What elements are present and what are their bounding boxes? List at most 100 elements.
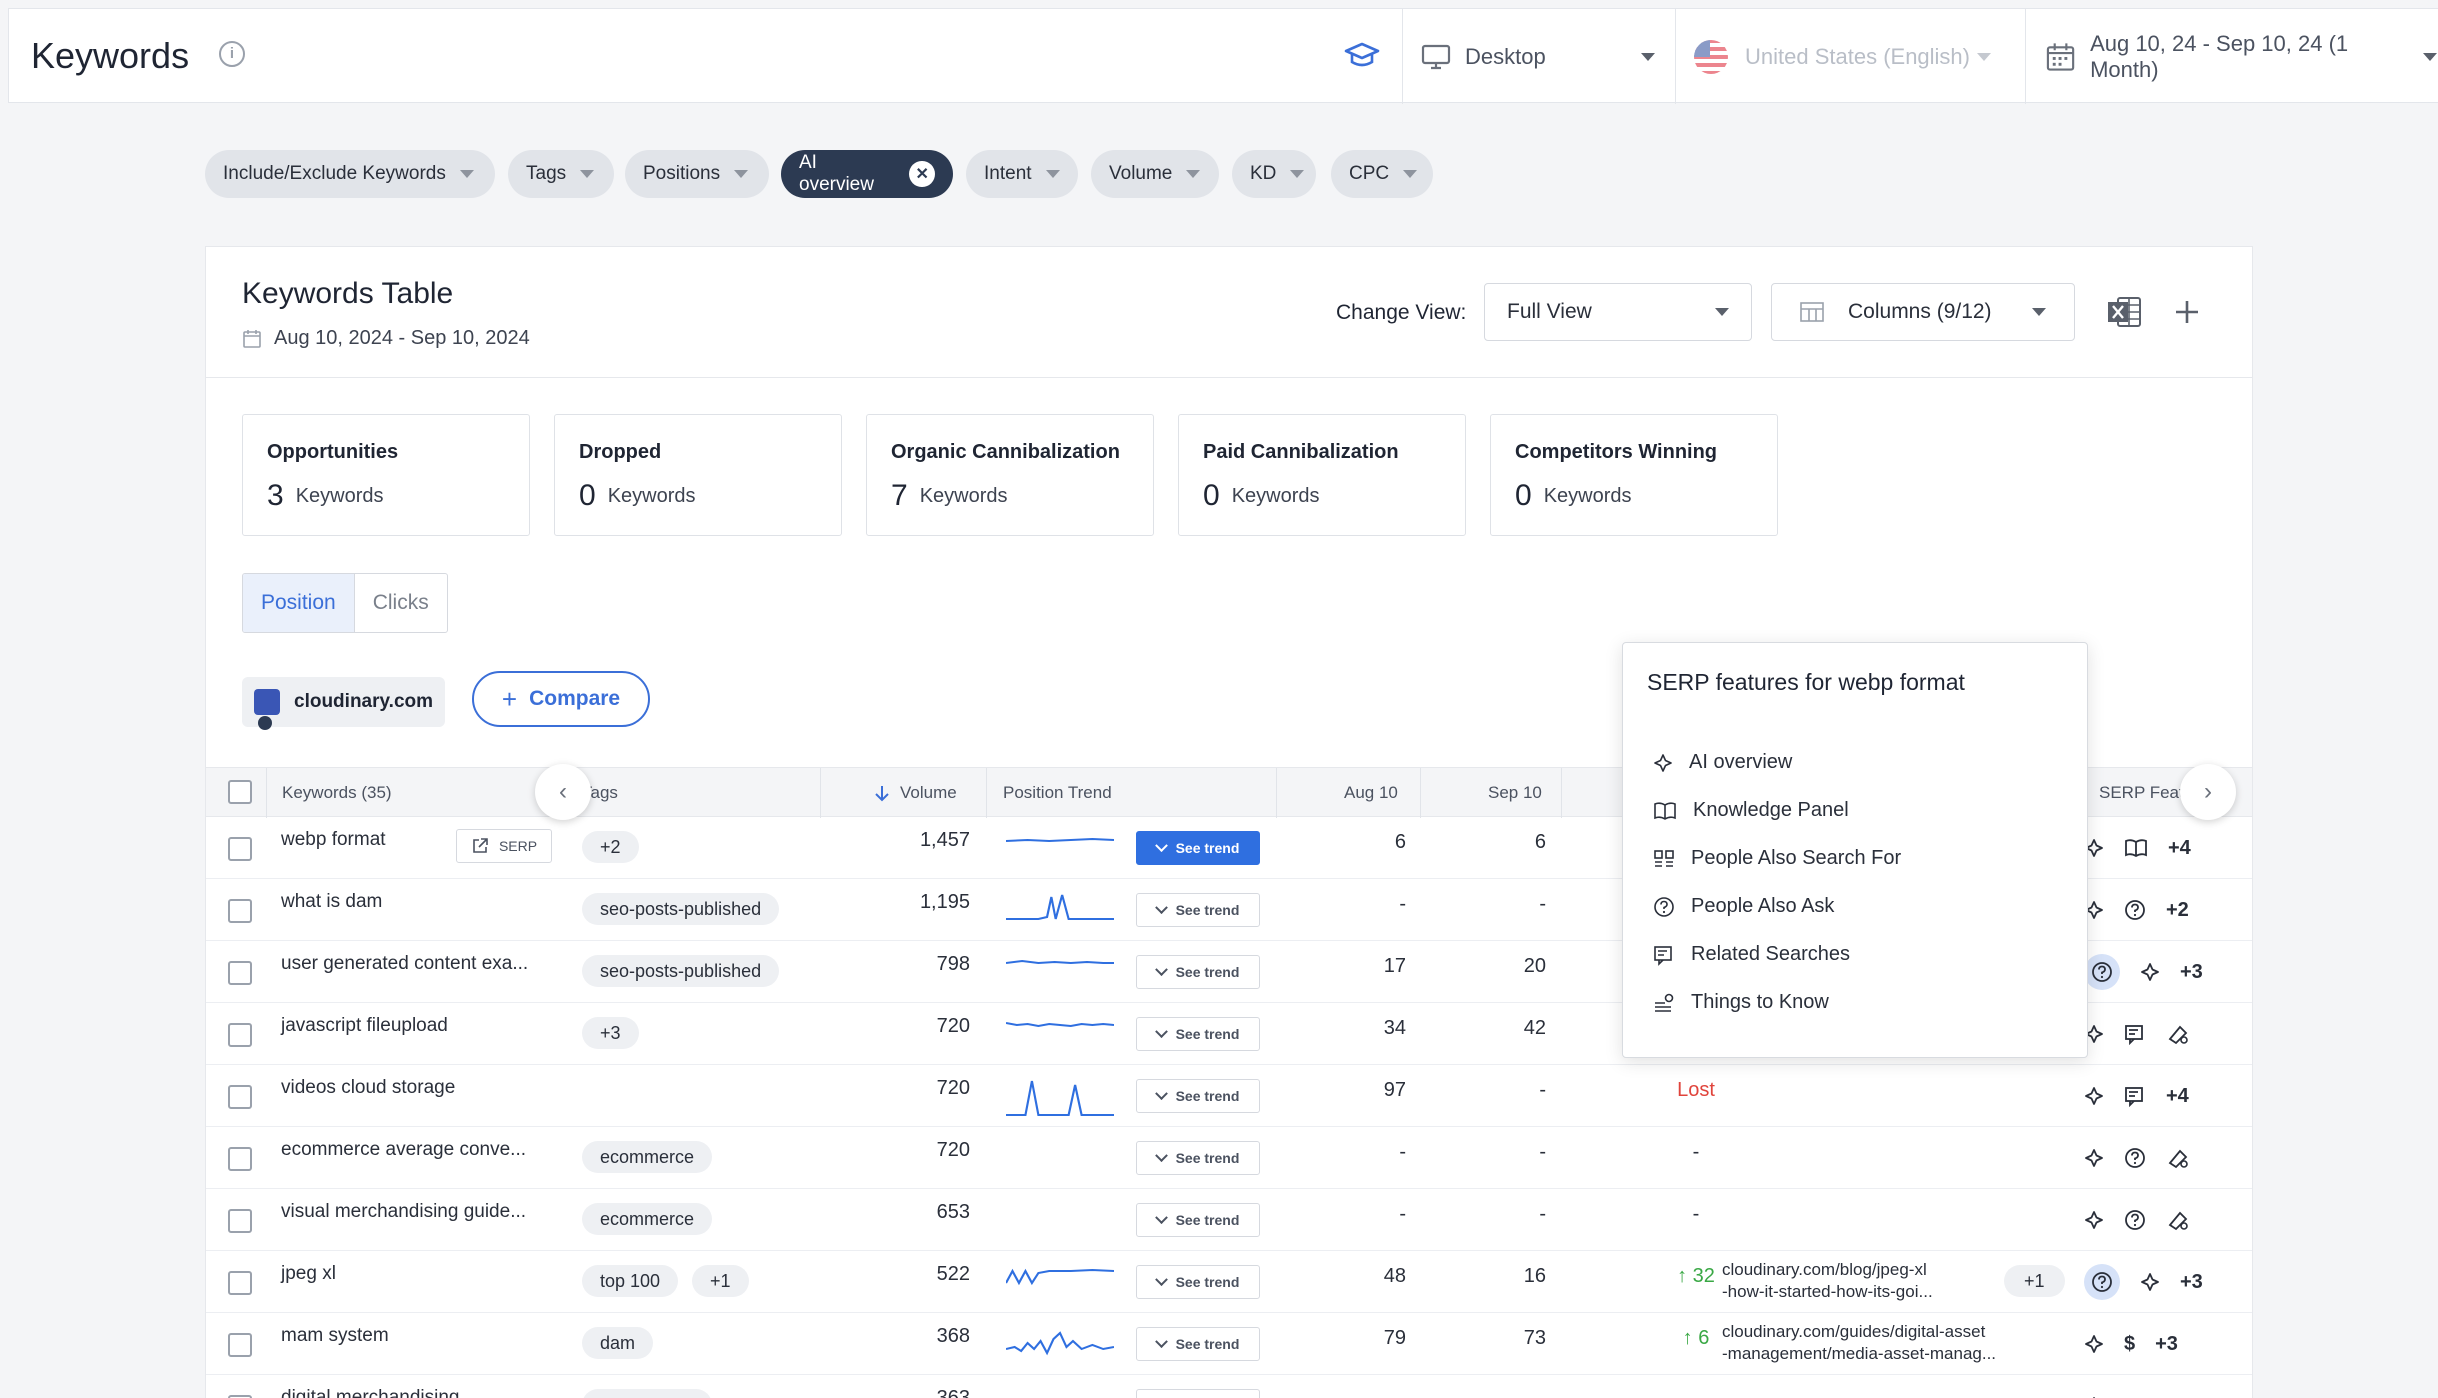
- serp-features-cell[interactable]: +4: [2084, 830, 2191, 866]
- table-row[interactable]: javascript fileupload +3 720 See trend 34 42: [206, 1003, 2252, 1065]
- keyword-text[interactable]: what is dam: [281, 891, 383, 912]
- tag-chip[interactable]: +3: [582, 1017, 639, 1049]
- keyword-text[interactable]: ecommerce average conve...: [281, 1139, 527, 1160]
- col-keywords[interactable]: Keywords (35): [282, 783, 392, 802]
- keyword-text[interactable]: jpeg xl: [281, 1263, 336, 1284]
- row-checkbox[interactable]: [228, 1023, 252, 1047]
- scroll-right-button[interactable]: ›: [2180, 764, 2236, 820]
- compare-button[interactable]: + Compare: [472, 671, 650, 727]
- date-range-dropdown[interactable]: Aug 10, 24 - Sep 10, 24 (1 Month): [2045, 9, 2437, 104]
- excel-export-icon[interactable]: [2106, 295, 2142, 329]
- serp-features-cell[interactable]: [2084, 1202, 2190, 1238]
- filter-tags[interactable]: Tags: [508, 150, 614, 198]
- table-row[interactable]: ecommerce average conve...ecommerce720N/…: [206, 1127, 2252, 1189]
- table-row[interactable]: what is dam seo-posts-published 1,195 See t…: [206, 879, 2252, 941]
- add-icon[interactable]: [2172, 297, 2202, 327]
- row-checkbox[interactable]: [228, 1209, 252, 1233]
- url-more-chip[interactable]: +1: [2004, 1265, 2065, 1297]
- see-trend-button[interactable]: See trend: [1136, 893, 1260, 927]
- col-volume[interactable]: Volume: [874, 768, 957, 818]
- see-trend-button[interactable]: See trend: [1136, 955, 1260, 989]
- remove-filter-icon[interactable]: ✕: [909, 161, 935, 187]
- row-checkbox[interactable]: [228, 1395, 252, 1398]
- filter-cpc[interactable]: CPC: [1331, 150, 1433, 198]
- see-trend-button[interactable]: See trend: [1136, 1389, 1260, 1398]
- serp-button[interactable]: SERP: [456, 829, 552, 863]
- serp-features-cell[interactable]: +4: [2084, 1078, 2189, 1114]
- table-row[interactable]: jpeg xl top 100 +1 522 See trend 48 16 ↑ 32 clou…: [206, 1251, 2252, 1313]
- stat-paid-cannibalization[interactable]: Paid Cannibalization 0 Keywords: [1178, 414, 1466, 536]
- tag-chip[interactable]: ecommerce: [582, 1203, 713, 1235]
- keyword-text[interactable]: mam system: [281, 1325, 389, 1346]
- serp-features-cell[interactable]: [2084, 1140, 2190, 1176]
- row-checkbox[interactable]: [228, 1147, 252, 1171]
- row-checkbox[interactable]: [228, 899, 252, 923]
- serp-features-cell[interactable]: +3: [2084, 954, 2203, 990]
- see-trend-button[interactable]: See trend: [1136, 831, 1260, 865]
- tag-chip[interactable]: +2: [582, 831, 639, 863]
- keyword-text[interactable]: webp format: [281, 829, 386, 850]
- select-all-checkbox[interactable]: [228, 780, 252, 804]
- tag-chip[interactable]: seo-posts-published: [582, 955, 780, 987]
- filter-intent[interactable]: Intent: [966, 150, 1078, 198]
- serp-more-count[interactable]: +2: [2166, 898, 2189, 921]
- col-sep-10[interactable]: Sep 10: [1488, 783, 1542, 802]
- ranking-url[interactable]: cloudinary.com/blog/jpeg-xl -how-it-star…: [1722, 1260, 1933, 1301]
- tag-chip[interactable]: top 100: [582, 1265, 679, 1297]
- scroll-left-button[interactable]: ‹: [535, 764, 591, 820]
- serp-features-cell[interactable]: +3: [2084, 1264, 2203, 1300]
- tab-clicks[interactable]: Clicks: [372, 591, 429, 614]
- serp-features-cell[interactable]: [2084, 1388, 2104, 1398]
- info-icon[interactable]: i: [219, 41, 245, 67]
- col-aug-10[interactable]: Aug 10: [1344, 783, 1398, 802]
- serp-more-count[interactable]: +3: [2180, 960, 2203, 983]
- stat-opportunities[interactable]: Opportunities 3 Keywords: [242, 414, 530, 536]
- filter-include-exclude[interactable]: Include/Exclude Keywords: [205, 150, 495, 198]
- col-position-trend[interactable]: Position Trend: [1003, 783, 1112, 802]
- academy-icon[interactable]: [1344, 41, 1380, 71]
- filter-ai-overview[interactable]: AI overview ✕: [781, 150, 953, 198]
- col-tags[interactable]: Tags: [582, 783, 618, 802]
- table-row[interactable]: user generated content exa... seo-posts-p…: [206, 941, 2252, 1003]
- domain-chip[interactable]: cloudinary.com: [242, 677, 446, 730]
- row-checkbox[interactable]: [228, 837, 252, 861]
- stat-dropped[interactable]: Dropped 0 Keywords: [554, 414, 842, 536]
- table-row[interactable]: visual merchandising guide... ecommerce 65…: [206, 1189, 2252, 1251]
- keyword-text[interactable]: videos cloud storage: [281, 1077, 456, 1098]
- table-row[interactable]: mam system dam 368 See trend 79 73 ↑ 6 cloudina…: [206, 1313, 2252, 1375]
- see-trend-button[interactable]: See trend: [1136, 1079, 1260, 1113]
- keyword-text[interactable]: user generated content exa...: [281, 953, 529, 974]
- row-checkbox[interactable]: [228, 961, 252, 985]
- columns-select[interactable]: Columns (9/12): [1771, 283, 2075, 341]
- keyword-text[interactable]: visual merchandising guide...: [281, 1201, 527, 1222]
- serp-more-count[interactable]: +4: [2166, 1084, 2189, 1107]
- keyword-text[interactable]: javascript fileupload: [281, 1015, 448, 1036]
- table-row[interactable]: digital merchandisingecommerce363N/ASee …: [206, 1375, 2252, 1398]
- see-trend-button[interactable]: See trend: [1136, 1203, 1260, 1237]
- tag-chip[interactable]: ecommerce: [582, 1141, 713, 1173]
- serp-more-count[interactable]: +4: [2168, 836, 2191, 859]
- stat-competitors-winning[interactable]: Competitors Winning 0 Keywords: [1490, 414, 1778, 536]
- serp-features-cell[interactable]: $ +3: [2084, 1326, 2178, 1362]
- location-dropdown[interactable]: United States (English): [1693, 9, 2005, 104]
- see-trend-button[interactable]: See trend: [1136, 1265, 1260, 1299]
- table-row[interactable]: videos cloud storage 720 See trend 97 - Lost +…: [206, 1065, 2252, 1127]
- row-checkbox[interactable]: [228, 1085, 252, 1109]
- serp-features-cell[interactable]: [2084, 1016, 2190, 1052]
- stat-organic-cannibalization[interactable]: Organic Cannibalization 7 Keywords: [866, 414, 1154, 536]
- serp-features-cell[interactable]: +2: [2084, 892, 2189, 928]
- keyword-text[interactable]: digital merchandising: [281, 1387, 460, 1398]
- filter-positions[interactable]: Positions: [625, 150, 769, 198]
- row-checkbox[interactable]: [228, 1333, 252, 1357]
- tag-chip[interactable]: +1: [692, 1265, 749, 1297]
- filter-kd[interactable]: KD: [1232, 150, 1316, 198]
- device-dropdown[interactable]: Desktop: [1421, 9, 1669, 104]
- tag-chip[interactable]: dam: [582, 1327, 654, 1359]
- tab-position[interactable]: Position: [243, 574, 355, 632]
- serp-more-count[interactable]: +3: [2155, 1332, 2178, 1355]
- serp-more-count[interactable]: +3: [2180, 1270, 2203, 1293]
- see-trend-button[interactable]: See trend: [1136, 1141, 1260, 1175]
- ranking-url[interactable]: cloudinary.com/guides/digital-asset -man…: [1722, 1322, 1997, 1363]
- see-trend-button[interactable]: See trend: [1136, 1017, 1260, 1051]
- tag-chip[interactable]: seo-posts-published: [582, 893, 780, 925]
